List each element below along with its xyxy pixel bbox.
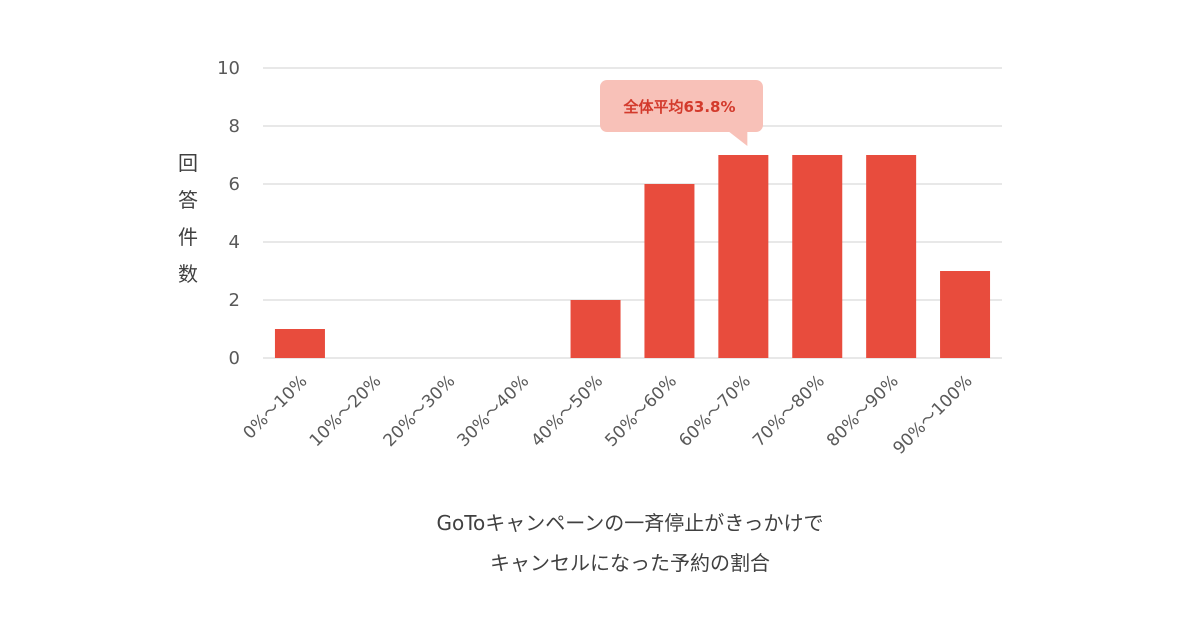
y-axis-ticks: 0 2 4 6 8 10	[217, 58, 240, 369]
bar	[940, 271, 991, 358]
x-tick-label: 60%～70%	[675, 371, 755, 451]
bars	[274, 155, 991, 358]
y-axis-label-char: 件	[178, 225, 198, 249]
y-tick-label: 2	[229, 290, 240, 311]
y-tick-label: 4	[229, 232, 240, 253]
bar	[274, 329, 325, 358]
x-axis-label-line: キャンセルになった予約の割合	[490, 551, 770, 575]
x-tick-label: 20%～30%	[380, 371, 460, 451]
x-axis-ticks: 0%～10%10%～20%20%～30%30%～40%40%～50%50%～60…	[240, 371, 977, 458]
x-tick-label: 90%～100%	[889, 371, 976, 458]
x-tick-label: 0%～10%	[240, 371, 312, 443]
y-tick-label: 8	[229, 116, 240, 137]
y-tick-label: 0	[229, 348, 240, 369]
average-callout: 全体平均63.8%	[600, 80, 763, 146]
x-tick-label: 30%～40%	[454, 371, 534, 451]
x-tick-label: 50%～60%	[601, 371, 681, 451]
bar	[644, 184, 695, 358]
callout-text: 全体平均63.8%	[622, 98, 735, 116]
x-tick-label: 80%～90%	[823, 371, 903, 451]
y-axis-label-char: 回	[178, 151, 198, 175]
callout-box	[600, 80, 763, 132]
y-axis-label-char: 数	[178, 262, 198, 286]
x-tick-label: 70%～80%	[749, 371, 829, 451]
y-axis-label-char: 答	[178, 188, 198, 212]
y-tick-label: 10	[217, 58, 240, 79]
x-axis-label-line: GoToキャンペーンの一斉停止がきっかけで	[437, 511, 824, 535]
y-tick-label: 6	[229, 174, 240, 195]
bar	[866, 155, 917, 358]
x-tick-label: 10%～20%	[306, 371, 386, 451]
bar	[570, 300, 621, 358]
bar	[718, 155, 769, 358]
bar	[792, 155, 843, 358]
callout-pointer	[729, 132, 748, 146]
x-tick-label: 40%～50%	[527, 371, 607, 451]
